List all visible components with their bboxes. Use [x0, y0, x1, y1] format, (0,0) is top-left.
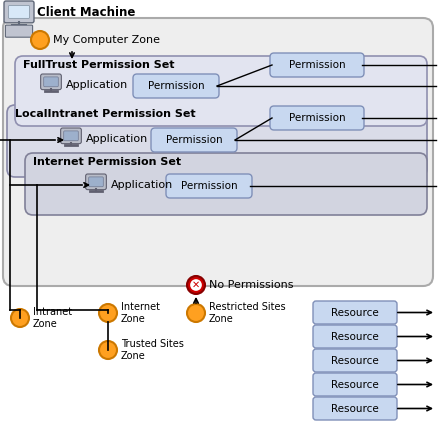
FancyBboxPatch shape [312, 301, 396, 324]
Text: No Permissions: No Permissions [208, 280, 293, 290]
Text: LocalIntranet Permission Set: LocalIntranet Permission Set [15, 109, 195, 119]
Text: Permission: Permission [288, 60, 345, 70]
Text: Application: Application [111, 180, 173, 190]
Circle shape [31, 31, 49, 49]
Text: FullTrust Permission Set: FullTrust Permission Set [23, 60, 174, 70]
Text: Internet
Zone: Internet Zone [121, 302, 159, 324]
FancyBboxPatch shape [25, 153, 426, 215]
Text: Restricted Sites
Zone: Restricted Sites Zone [208, 302, 285, 324]
Circle shape [187, 276, 205, 294]
FancyBboxPatch shape [133, 74, 219, 98]
FancyBboxPatch shape [88, 177, 103, 187]
FancyBboxPatch shape [5, 25, 32, 37]
Text: Permission: Permission [165, 135, 222, 145]
Circle shape [187, 304, 205, 322]
FancyBboxPatch shape [7, 105, 426, 177]
FancyBboxPatch shape [166, 174, 251, 198]
FancyBboxPatch shape [60, 128, 81, 144]
Text: Permission: Permission [147, 81, 204, 91]
Text: Internet Permission Set: Internet Permission Set [33, 157, 181, 167]
Circle shape [99, 304, 117, 322]
FancyBboxPatch shape [312, 325, 396, 348]
Text: Permission: Permission [180, 181, 237, 191]
FancyBboxPatch shape [269, 53, 363, 77]
Text: Client Machine: Client Machine [37, 6, 135, 19]
FancyBboxPatch shape [312, 349, 396, 372]
Circle shape [190, 279, 201, 291]
FancyBboxPatch shape [269, 106, 363, 130]
Text: My Computer Zone: My Computer Zone [53, 35, 159, 45]
FancyBboxPatch shape [151, 128, 237, 152]
FancyBboxPatch shape [44, 77, 58, 87]
Circle shape [11, 309, 29, 327]
Text: Intranet
Zone: Intranet Zone [33, 307, 72, 329]
Text: ✕: ✕ [191, 280, 200, 290]
FancyBboxPatch shape [4, 1, 34, 23]
Text: Application: Application [66, 80, 128, 90]
FancyBboxPatch shape [15, 56, 426, 126]
FancyBboxPatch shape [312, 373, 396, 396]
Circle shape [99, 341, 117, 359]
Text: Resource: Resource [330, 308, 378, 318]
Text: Resource: Resource [330, 404, 378, 414]
FancyBboxPatch shape [41, 74, 61, 90]
Text: Resource: Resource [330, 355, 378, 365]
Text: Permission: Permission [288, 113, 345, 123]
FancyBboxPatch shape [85, 174, 106, 190]
FancyBboxPatch shape [8, 6, 29, 18]
FancyBboxPatch shape [312, 397, 396, 420]
FancyBboxPatch shape [3, 18, 432, 286]
Text: Resource: Resource [330, 332, 378, 342]
Text: Resource: Resource [330, 379, 378, 389]
Text: Trusted Sites
Zone: Trusted Sites Zone [121, 339, 184, 361]
Text: Application: Application [86, 134, 148, 144]
FancyBboxPatch shape [64, 131, 78, 141]
